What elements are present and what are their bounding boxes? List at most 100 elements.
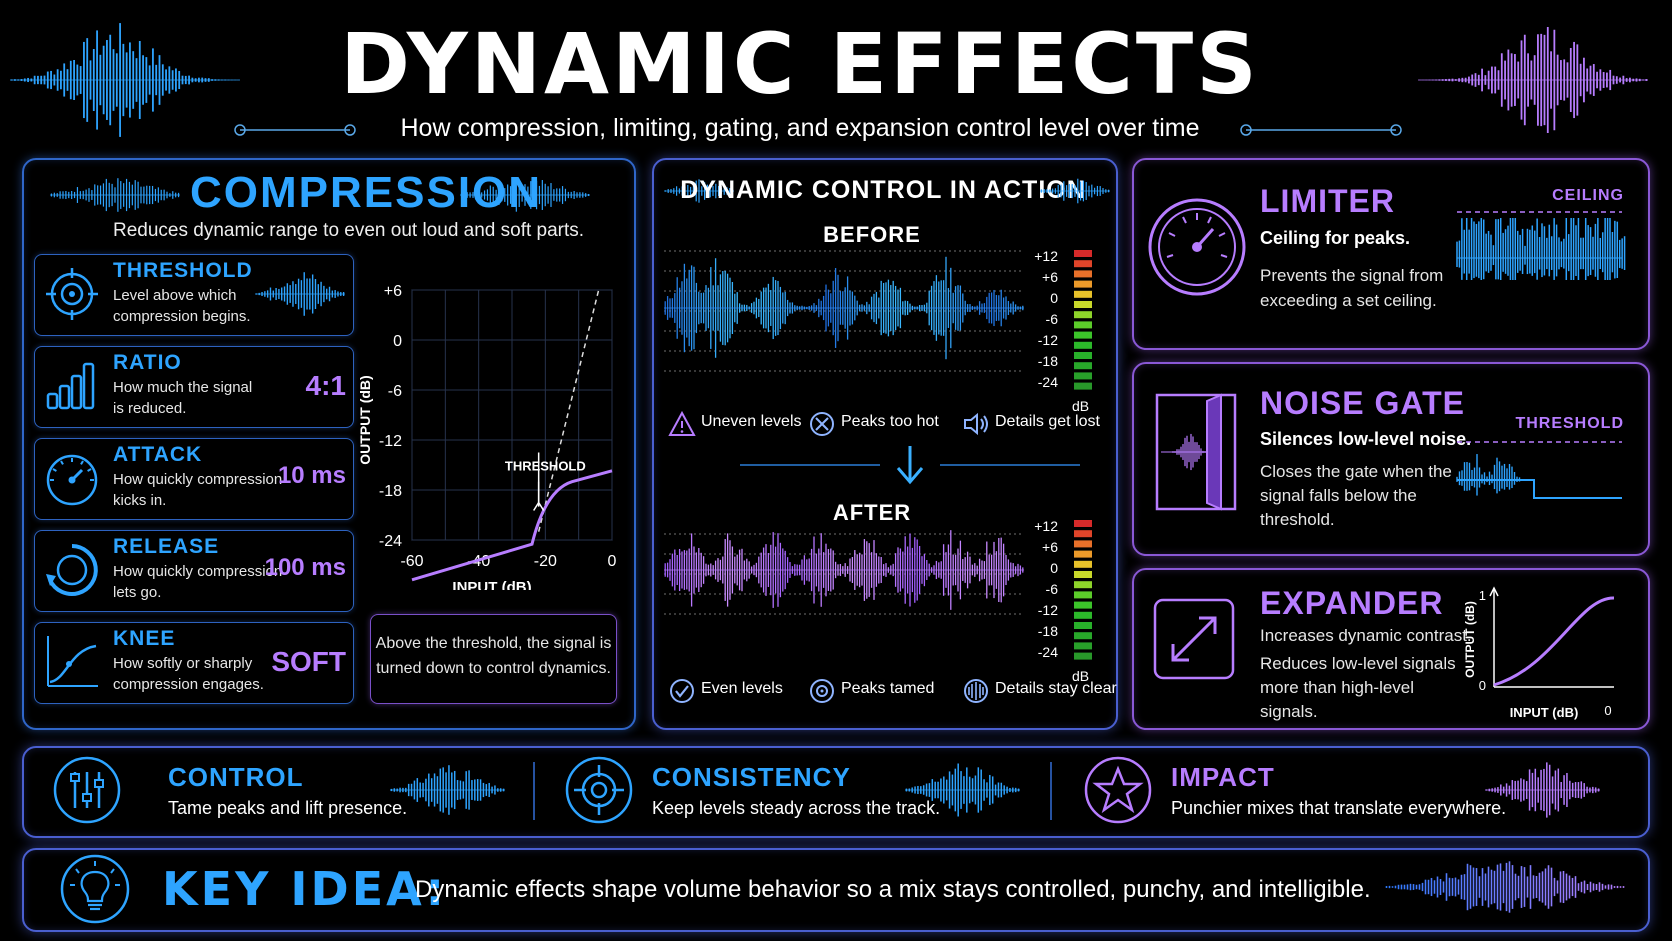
target-circle-icon bbox=[810, 679, 834, 703]
down-arrow-icon bbox=[740, 446, 1080, 485]
action-title-waveform-right bbox=[1040, 178, 1110, 204]
limiter-subtitle: Ceiling for peaks. bbox=[1260, 228, 1411, 248]
compression-panel bbox=[22, 158, 636, 730]
speaker-icon bbox=[964, 412, 988, 436]
benefit-title: CONTROL bbox=[168, 762, 304, 792]
noise-gate-waveform bbox=[1456, 441, 1622, 499]
before-meter-tick: -12 bbox=[1037, 332, 1058, 348]
header-waveform-right bbox=[1418, 26, 1648, 134]
after-meter-tick: +6 bbox=[1042, 539, 1058, 555]
param-name: KNEE bbox=[113, 627, 176, 650]
limiter-desc-line1: Prevents the signal from bbox=[1260, 266, 1444, 285]
param-value: 100 ms bbox=[264, 554, 346, 581]
after-note: Details stay clear bbox=[995, 680, 1117, 697]
benefit-waveform bbox=[1485, 762, 1600, 818]
expander-title: EXPANDER bbox=[1260, 585, 1444, 621]
noise-gate-subtitle: Silences low-level noise. bbox=[1260, 429, 1472, 449]
benefits-bar bbox=[22, 746, 1650, 838]
before-meter-tick: -6 bbox=[1045, 311, 1058, 327]
param-card-release bbox=[34, 530, 354, 612]
after-meter-tick: 0 bbox=[1050, 560, 1058, 576]
param-value: 4:1 bbox=[305, 370, 346, 401]
before-meter-unit: dB bbox=[1072, 398, 1090, 414]
noise-gate-desc-line1: Closes the gate when the bbox=[1260, 462, 1452, 481]
gauge-icon bbox=[46, 454, 98, 506]
before-meter-tick: +12 bbox=[1034, 248, 1058, 264]
param-desc-line2: compression begins. bbox=[113, 308, 251, 325]
param-value: SOFT bbox=[271, 646, 346, 677]
after-note: Peaks tamed bbox=[841, 680, 935, 697]
check-circle-icon bbox=[670, 679, 694, 703]
key-idea-text: Dynamic effects shape volume behavior so… bbox=[415, 876, 1371, 903]
param-card-attack bbox=[34, 438, 354, 520]
benefit-desc: Punchier mixes that translate everywhere… bbox=[1171, 798, 1507, 818]
y-tick-label: -18 bbox=[379, 483, 402, 500]
x-right-tick: 0 bbox=[1604, 703, 1611, 718]
param-desc-line2: kicks in. bbox=[113, 492, 167, 509]
compression-title-waveform-right bbox=[460, 178, 590, 212]
param-name: RATIO bbox=[113, 351, 182, 374]
param-desc-line2: lets go. bbox=[113, 584, 162, 601]
compression-curve bbox=[411, 469, 613, 582]
benefit-title: CONSISTENCY bbox=[652, 762, 851, 792]
warning-icon bbox=[668, 410, 696, 436]
benefit-waveform bbox=[905, 763, 1020, 817]
param-desc-line1: How much the signal bbox=[113, 379, 253, 396]
param-value: 10 ms bbox=[277, 462, 346, 489]
compression-note-line1: Above the threshold, the signal is bbox=[375, 635, 612, 652]
y-axis-label: OUTPUT (dB) bbox=[1463, 601, 1477, 678]
benefit-waveform bbox=[390, 765, 505, 815]
expander-subtitle: Increases dynamic contrast. bbox=[1260, 626, 1472, 645]
y-tick-label: -6 bbox=[388, 383, 402, 400]
header-waveform-left bbox=[10, 23, 240, 137]
after-note: Even levels bbox=[701, 680, 783, 697]
x-tick-label: -60 bbox=[400, 553, 423, 570]
page-title: DYNAMIC EFFECTS bbox=[340, 15, 1260, 113]
knee-curve-icon bbox=[47, 636, 98, 687]
compression-note-line2: turned down to control dynamics. bbox=[376, 660, 611, 677]
before-level-meter bbox=[1074, 250, 1092, 390]
param-desc-line1: How softly or sharply bbox=[113, 655, 253, 672]
y-axis-label: OUTPUT (dB) bbox=[357, 375, 373, 464]
param-card-threshold bbox=[34, 254, 354, 336]
x-circle-icon bbox=[810, 412, 834, 436]
release-dial-icon bbox=[46, 544, 98, 596]
after-meter-tick: -12 bbox=[1037, 602, 1058, 618]
after-meter-tick: +12 bbox=[1034, 518, 1058, 534]
before-meter-tick: +6 bbox=[1042, 269, 1058, 285]
x-tick-label: -20 bbox=[534, 553, 557, 570]
threshold-mini-waveform bbox=[255, 272, 345, 316]
param-card-ratio bbox=[34, 346, 354, 428]
page-subtitle: How compression, limiting, gating, and e… bbox=[400, 114, 1200, 142]
y-bottom-tick: 0 bbox=[1479, 678, 1486, 693]
lightbulb-icon bbox=[60, 854, 130, 924]
limiter-waveform bbox=[1456, 211, 1626, 280]
param-desc-line1: Level above which bbox=[113, 287, 237, 304]
subtitle-divider-right bbox=[1240, 124, 1402, 136]
target-icon bbox=[565, 756, 633, 824]
y-tick-label: -24 bbox=[379, 533, 402, 550]
before-note: Details get lost bbox=[995, 413, 1100, 430]
limiter-panel bbox=[1132, 158, 1650, 350]
benefit-desc: Tame peaks and lift presence. bbox=[168, 798, 408, 818]
param-name: ATTACK bbox=[113, 443, 203, 466]
gauge-icon bbox=[1148, 198, 1246, 296]
noise-gate-desc-line3: threshold. bbox=[1260, 510, 1335, 529]
y-top-tick: 1 bbox=[1479, 588, 1486, 603]
star-icon bbox=[1084, 756, 1152, 824]
action-title: DYNAMIC CONTROL IN ACTION bbox=[680, 176, 1086, 204]
subtitle-divider-left bbox=[234, 124, 356, 136]
y-tick-label: 0 bbox=[393, 333, 402, 350]
expander-desc-line3: signals. bbox=[1260, 702, 1318, 721]
y-tick-label: -12 bbox=[379, 433, 402, 450]
wave-circle-icon bbox=[964, 679, 988, 703]
benefit-title: IMPACT bbox=[1171, 762, 1275, 792]
threshold-annotation: THRESHOLD bbox=[505, 459, 586, 474]
noise-gate-threshold-label: THRESHOLD bbox=[1515, 415, 1624, 432]
after-level-meter bbox=[1074, 520, 1092, 660]
after-label: AFTER bbox=[832, 500, 912, 525]
param-desc-line2: compression engages. bbox=[113, 676, 264, 693]
before-meter-tick: -18 bbox=[1037, 353, 1058, 369]
compression-description: Reduces dynamic range to even out loud a… bbox=[113, 220, 585, 241]
